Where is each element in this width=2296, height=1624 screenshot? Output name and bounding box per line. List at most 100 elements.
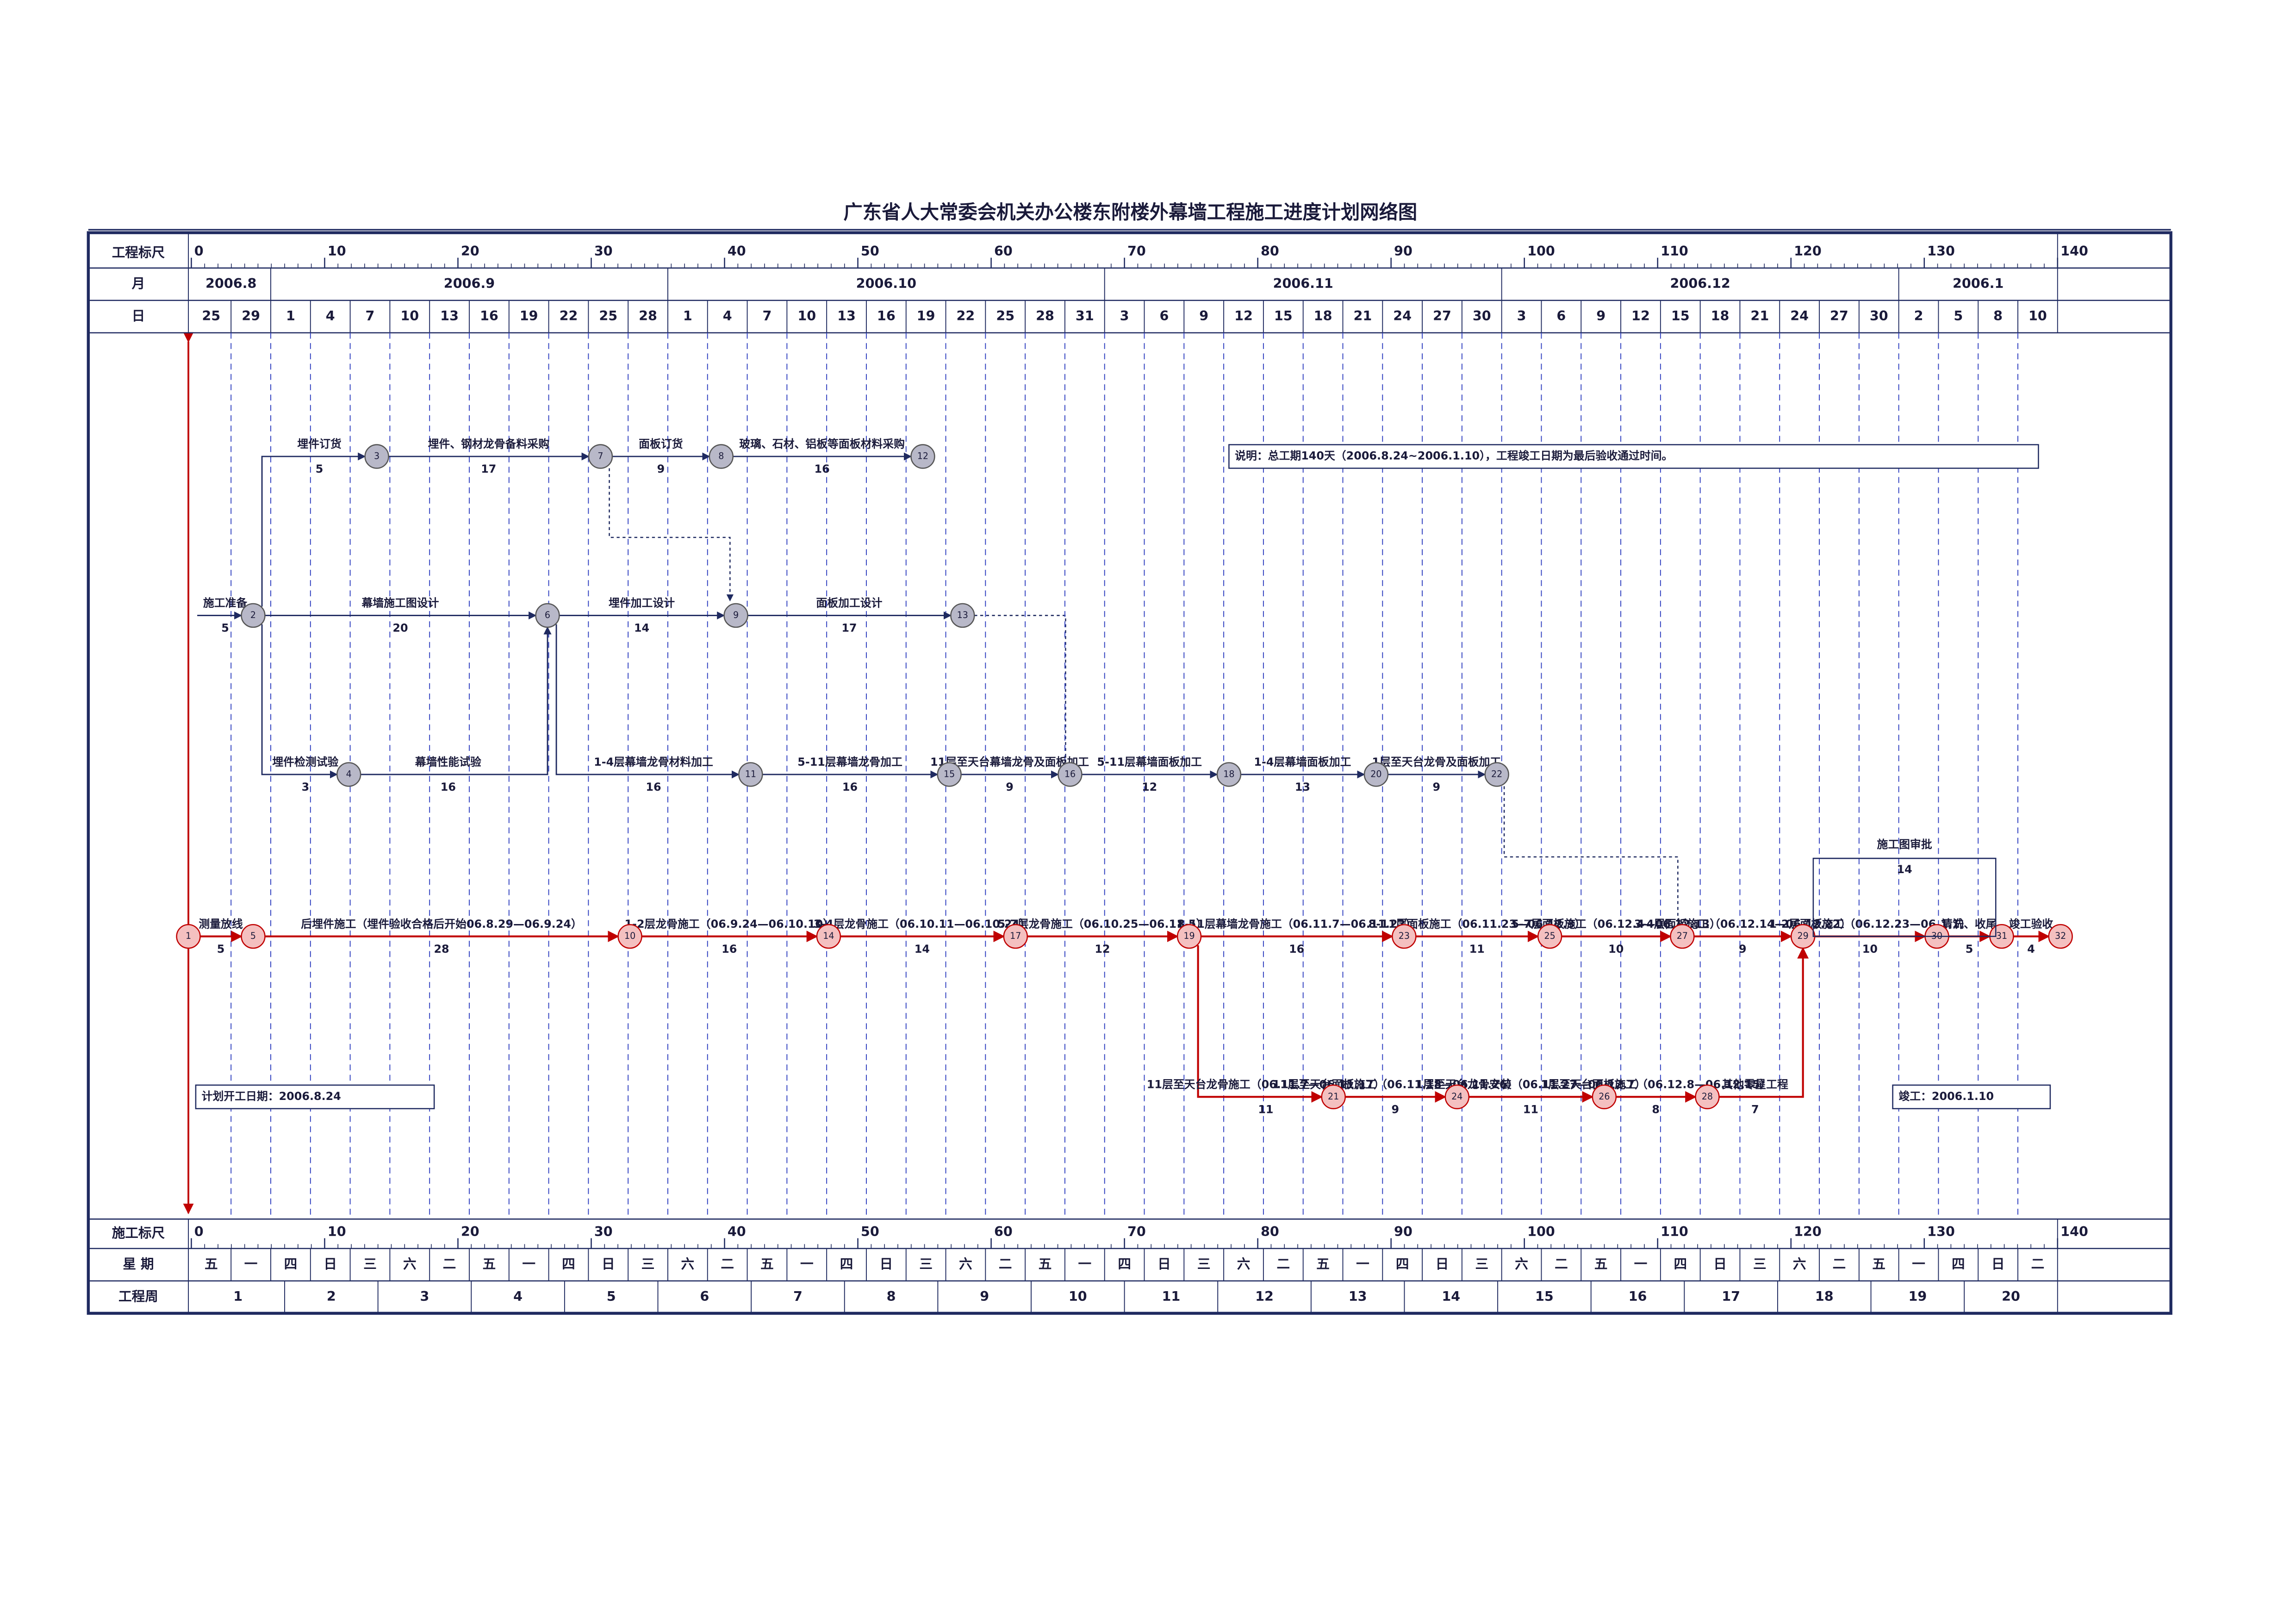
activity-duration: 5	[316, 462, 324, 475]
activity-duration: 7	[1751, 1103, 1759, 1116]
node	[1444, 1084, 1470, 1110]
weekday-label: 日	[1157, 1256, 1171, 1272]
month-label: 2006.9	[444, 275, 495, 291]
scale-label: 110	[1661, 1224, 1688, 1239]
weekday-label: 五	[1039, 1256, 1052, 1272]
weekday-label: 三	[919, 1256, 933, 1272]
day-label: 31	[1076, 308, 1094, 324]
node	[1058, 762, 1083, 787]
node-label: 24	[1451, 1092, 1462, 1102]
row-label: 月	[132, 275, 145, 291]
scale-label: 30	[594, 243, 613, 259]
day-label: 7	[762, 308, 772, 324]
weekday-label: 二	[1833, 1256, 1846, 1272]
review-label: 施工图审批	[1877, 838, 1932, 851]
note-box	[195, 1084, 435, 1110]
activity-duration: 16	[722, 943, 737, 956]
node	[723, 603, 748, 628]
activity-label: 清洗、收尾	[1941, 918, 1997, 931]
scale-label: 10	[328, 243, 346, 259]
activity-duration: 10	[1608, 943, 1624, 956]
day-label: 27	[1830, 308, 1848, 324]
weekday-label: 五	[760, 1256, 774, 1272]
day-label: 6	[1556, 308, 1566, 324]
activity-duration: 8	[1652, 1103, 1660, 1116]
row-label: 星 期	[123, 1256, 154, 1272]
activity-duration: 16	[815, 462, 830, 475]
week-label: 13	[1349, 1288, 1367, 1304]
weekday-label: 三	[1197, 1256, 1211, 1272]
activity-label: 8-11层幕墙龙骨施工（06.11.7—06.11.22）	[1177, 918, 1416, 931]
week-label: 10	[1069, 1288, 1087, 1304]
node-label: 5	[250, 931, 256, 941]
day-label: 25	[202, 308, 220, 324]
weekday-label: 二	[999, 1256, 1012, 1272]
scale-label: 70	[1127, 243, 1146, 259]
node-label: 32	[2055, 931, 2066, 941]
row-label: 日	[132, 308, 145, 324]
title: 广东省人大常委会机关办公楼东附楼外幕墙工程施工进度计划网络图	[843, 201, 1417, 223]
day-label: 5	[1954, 308, 1963, 324]
node	[937, 762, 962, 787]
activity-label: 1-4层幕墙龙骨材料加工	[594, 756, 713, 768]
node	[910, 444, 935, 469]
day-label: 6	[1159, 308, 1169, 324]
weekday-label: 四	[840, 1256, 853, 1272]
node	[241, 603, 266, 628]
activity-duration: 11	[1258, 1103, 1273, 1116]
activity-label: 埋件加工设计	[609, 597, 675, 610]
scale-label: 60	[994, 1224, 1013, 1239]
node-label: 11	[745, 769, 756, 779]
weekday-label: 四	[284, 1256, 298, 1272]
day-label: 8	[1993, 308, 2003, 324]
note-box	[1892, 1084, 2051, 1110]
row-label: 工程周	[118, 1288, 158, 1304]
node	[2048, 924, 2073, 949]
node-label: 20	[1370, 769, 1381, 779]
row-label: 工程标尺	[112, 244, 165, 260]
scale-label: 50	[861, 243, 879, 259]
activity-label: 幕墙施工图设计	[361, 597, 439, 610]
node	[336, 762, 361, 787]
activity-label: 1层至天台龙骨及面板加工	[1372, 756, 1501, 768]
activity-label: 埋件、钢材龙骨备料采购	[428, 437, 549, 450]
day-label: 21	[1353, 308, 1372, 324]
node-label: 28	[1702, 1092, 1713, 1102]
week-label: 7	[793, 1288, 803, 1304]
activity-label: 埋件订货	[297, 437, 342, 450]
activity-arrow	[555, 624, 740, 779]
day-label: 4	[326, 308, 335, 324]
activity-duration: 12	[1142, 781, 1157, 793]
activity-label: 玻璃、石材、铝板等面板材料采购	[739, 437, 905, 450]
weekday-label: 三	[1753, 1256, 1767, 1272]
day-label: 19	[520, 308, 538, 324]
week-label: 17	[1722, 1288, 1740, 1304]
day-label: 27	[1433, 308, 1451, 324]
weekday-label: 三	[1475, 1256, 1488, 1272]
week-label: 2	[327, 1288, 336, 1304]
node	[588, 444, 613, 469]
weekday-label: 一	[522, 1256, 535, 1272]
node-label: 25	[1544, 931, 1556, 941]
week-label: 1	[233, 1288, 243, 1304]
activity-duration: 16	[842, 781, 858, 793]
activity-label: 1-4层幕墙面板加工	[1254, 756, 1351, 768]
activity-duration: 9	[1433, 781, 1441, 793]
scale-label: 80	[1261, 1224, 1279, 1239]
day-label: 30	[1473, 308, 1491, 324]
activity-duration: 16	[1289, 943, 1304, 956]
week-label: 18	[1815, 1288, 1834, 1304]
day-label: 18	[1711, 308, 1730, 324]
node	[364, 444, 389, 469]
activity-duration: 17	[481, 462, 496, 475]
activity-duration: 11	[1523, 1103, 1538, 1116]
activity-label: 5-7层龙骨施工（06.10.25—06.11.5）	[998, 918, 1207, 931]
activity-duration: 20	[392, 622, 408, 635]
activity-label: 竣工验收	[2009, 918, 2053, 931]
week-label: 15	[1535, 1288, 1554, 1304]
weekday-label: 一	[1078, 1256, 1092, 1272]
weekday-label: 一	[244, 1256, 258, 1272]
node	[241, 924, 266, 949]
scale-label: 100	[1527, 243, 1555, 259]
